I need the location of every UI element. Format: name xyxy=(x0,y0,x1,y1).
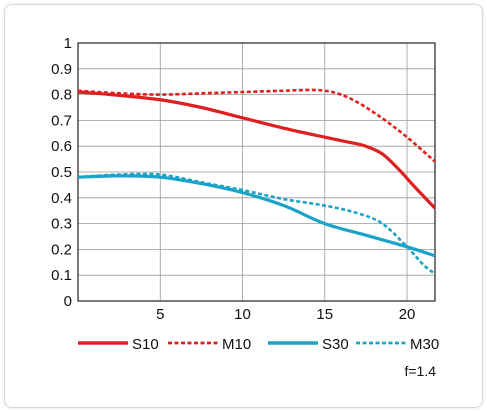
series-line-m10 xyxy=(78,88,435,163)
y-tick-label: 1 xyxy=(64,35,72,52)
y-tick-labels: 0 0.1 0.2 0.3 0.4 0.5 0.6 0.7 0.8 0.9 1 xyxy=(51,35,72,310)
aperture-annotation: f=1.4 xyxy=(404,363,436,379)
x-tick-label: 15 xyxy=(316,306,333,323)
legend-label-s30: S30 xyxy=(322,336,349,353)
y-tick-label: 0.9 xyxy=(51,61,72,78)
series-line-s10 xyxy=(78,90,435,210)
chart-series xyxy=(78,88,435,275)
y-tick-label: 0.2 xyxy=(51,241,72,258)
y-tick-label: 0.4 xyxy=(51,190,72,207)
y-tick-label: 0.3 xyxy=(51,216,72,233)
chart-legend: S10 M10 S30 M30 xyxy=(78,336,439,353)
x-tick-labels: 5 10 15 20 xyxy=(156,306,415,323)
series-line-s30 xyxy=(78,174,435,258)
y-tick-label: 0.8 xyxy=(51,87,72,104)
x-tick-label: 20 xyxy=(399,306,416,323)
x-tick-label: 10 xyxy=(234,306,251,323)
legend-label-m10: M10 xyxy=(222,336,251,353)
chart-frame xyxy=(4,4,483,408)
x-tick-label: 5 xyxy=(156,306,164,323)
legend-label-s10: S10 xyxy=(132,336,159,353)
legend-label-m30: M30 xyxy=(410,336,439,353)
y-tick-label: 0.1 xyxy=(51,267,72,284)
chart-grid xyxy=(78,43,435,301)
y-tick-label: 0.5 xyxy=(51,164,72,181)
plot-border xyxy=(77,42,436,302)
y-tick-label: 0.6 xyxy=(51,138,72,155)
y-tick-label: 0 xyxy=(64,293,72,310)
y-tick-label: 0.7 xyxy=(51,112,72,129)
